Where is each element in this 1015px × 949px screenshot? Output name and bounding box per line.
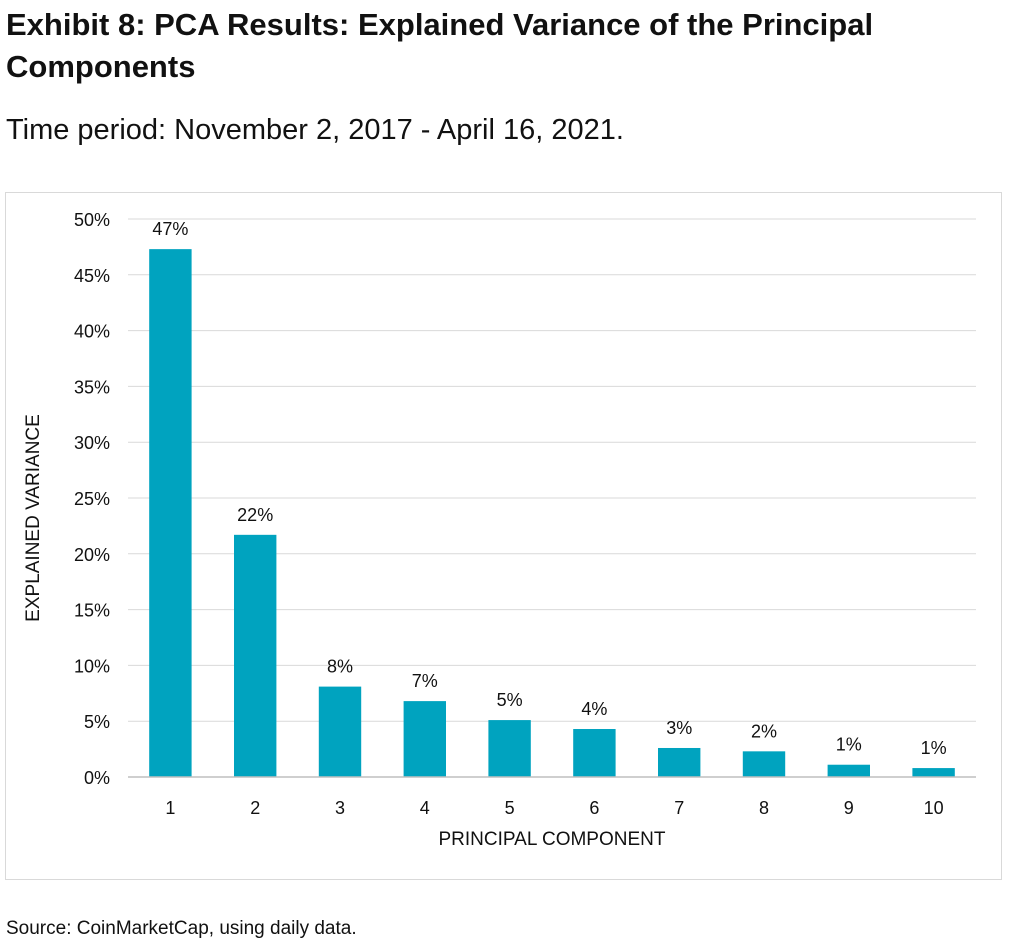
x-axis-title: PRINCIPAL COMPONENT — [439, 829, 666, 850]
chart-frame: 0% 5% 10% 15% 20% 25% 30% 35% 40% 45% 50% 47% 22% 8%… — [5, 192, 1002, 880]
bar — [234, 534, 277, 777]
bar — [573, 729, 616, 777]
y-axis-title: EXPLAINED VARIANCE — [23, 414, 44, 622]
x-tick-label: 10 — [924, 798, 944, 818]
y-tick-label: 0% — [84, 768, 110, 788]
data-label: 5% — [497, 690, 523, 710]
bar — [318, 686, 362, 777]
y-tick-label: 40% — [74, 322, 110, 342]
page-title: Exhibit 8: PCA Results: Explained Varian… — [6, 7, 874, 84]
data-labels: 47% 22% 8% 7% 5% 4% 3% 2% 1% 1% — [152, 219, 946, 758]
data-label: 4% — [581, 699, 607, 719]
source-note: Source: CoinMarketCap, using daily data. — [6, 918, 357, 939]
bar — [149, 249, 192, 777]
x-tick-label: 6 — [589, 798, 599, 818]
data-label: 22% — [237, 505, 273, 525]
x-tick-label: 3 — [335, 798, 345, 818]
explained-variance-chart: 0%5%10%15%20%25%30%35%40%45%50% 47%22%8%… — [23, 210, 976, 850]
data-label: 7% — [412, 671, 438, 691]
y-tick-label: 20% — [74, 545, 110, 565]
page-subtitle: Time period: November 2, 2017 - April 16… — [6, 114, 624, 146]
y-tick-label: 30% — [74, 433, 110, 453]
bar — [827, 764, 870, 777]
bars — [149, 249, 955, 777]
x-tick-labels: 1 2 3 4 5 6 7 8 9 10 — [165, 798, 943, 818]
y-tick-label: 15% — [74, 601, 110, 621]
y-tick-label: 35% — [74, 377, 110, 397]
y-tick-label: 25% — [74, 489, 110, 509]
x-tick-label: 7 — [674, 798, 684, 818]
data-label: 1% — [836, 735, 862, 755]
bar — [912, 768, 955, 777]
y-tick-labels: 0% 5% 10% 15% 20% 25% 30% 35% 40% 45% 50% — [74, 210, 110, 788]
x-tick-label: 9 — [844, 798, 854, 818]
x-tick-label: 8 — [759, 798, 769, 818]
x-tick-label: 4 — [420, 798, 430, 818]
bar — [742, 751, 786, 777]
y-tick-label: 5% — [84, 712, 110, 732]
data-label: 3% — [666, 718, 692, 738]
bar — [658, 747, 701, 777]
bar — [403, 701, 446, 777]
bar — [488, 720, 531, 777]
x-tick-label: 1 — [165, 798, 175, 818]
data-label: 2% — [751, 721, 777, 741]
data-label: 47% — [152, 219, 188, 239]
y-tick-label: 10% — [74, 656, 110, 676]
y-tick-label: 50% — [74, 210, 110, 230]
data-label: 8% — [327, 657, 353, 677]
x-tick-label: 2 — [250, 798, 260, 818]
data-label: 1% — [921, 738, 947, 758]
x-tick-label: 5 — [505, 798, 515, 818]
y-tick-label: 45% — [74, 266, 110, 286]
